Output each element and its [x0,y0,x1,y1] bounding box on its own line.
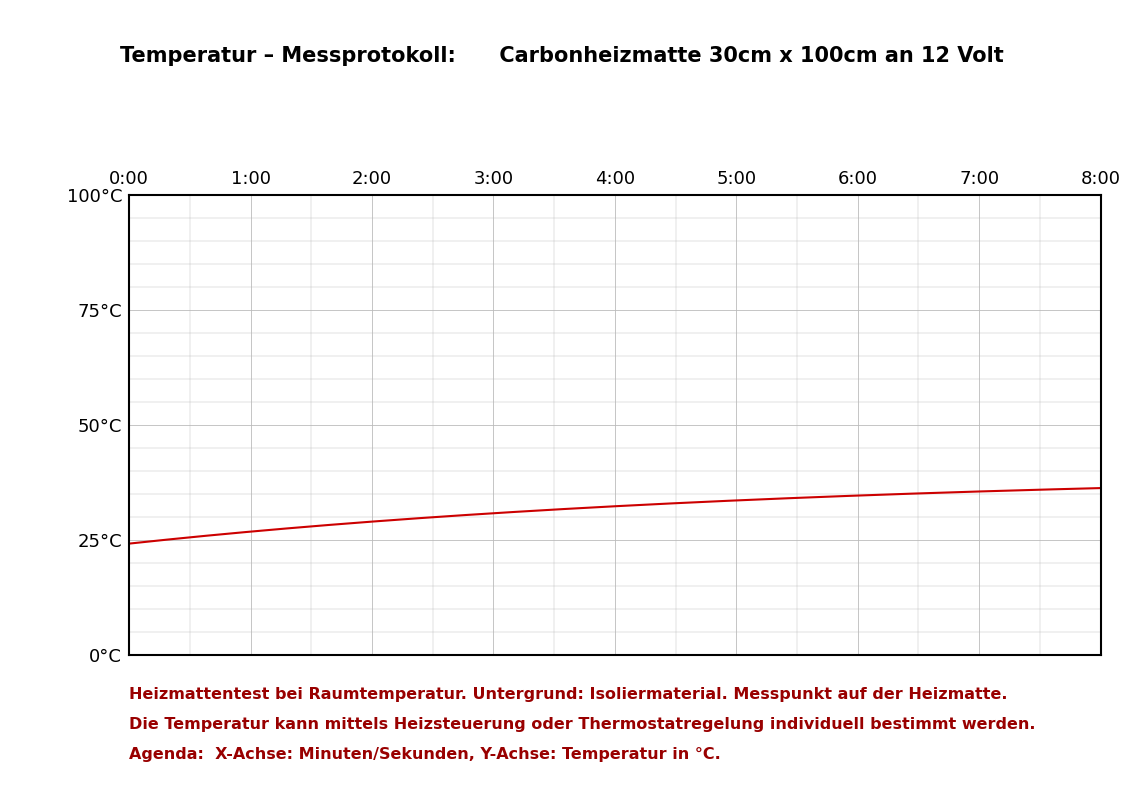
Text: Temperatur – Messprotokoll:      Carbonheizmatte 30cm x 100cm an 12 Volt: Temperatur – Messprotokoll: Carbonheizma… [120,45,1003,66]
Text: Heizmattentest bei Raumtemperatur. Untergrund: Isoliermaterial. Messpunkt auf de: Heizmattentest bei Raumtemperatur. Unter… [129,687,1007,702]
Text: Die Temperatur kann mittels Heizsteuerung oder Thermostatregelung individuell be: Die Temperatur kann mittels Heizsteuerun… [129,717,1035,732]
Text: Agenda:  X-Achse: Minuten/Sekunden, Y-Achse: Temperatur in °C.: Agenda: X-Achse: Minuten/Sekunden, Y-Ach… [129,747,721,762]
